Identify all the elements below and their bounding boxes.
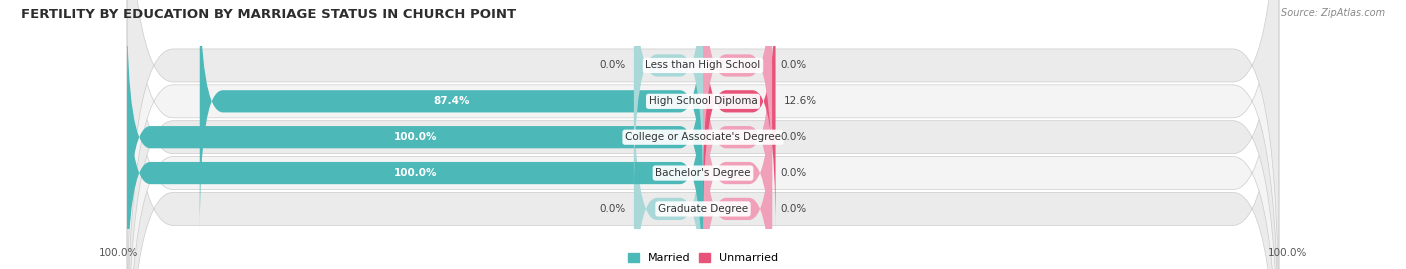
Text: 0.0%: 0.0% [780, 132, 807, 142]
FancyBboxPatch shape [703, 77, 772, 269]
FancyBboxPatch shape [703, 5, 772, 269]
Text: 87.4%: 87.4% [433, 96, 470, 106]
Text: 100.0%: 100.0% [98, 248, 138, 258]
Text: 100.0%: 100.0% [394, 132, 437, 142]
Text: 0.0%: 0.0% [599, 204, 626, 214]
Text: 0.0%: 0.0% [780, 61, 807, 70]
Text: Source: ZipAtlas.com: Source: ZipAtlas.com [1281, 8, 1385, 18]
Text: Graduate Degree: Graduate Degree [658, 204, 748, 214]
Text: Bachelor's Degree: Bachelor's Degree [655, 168, 751, 178]
FancyBboxPatch shape [703, 0, 772, 198]
FancyBboxPatch shape [127, 41, 703, 269]
FancyBboxPatch shape [200, 0, 703, 234]
Text: 0.0%: 0.0% [599, 61, 626, 70]
FancyBboxPatch shape [127, 5, 703, 269]
Legend: Married, Unmarried: Married, Unmarried [627, 253, 779, 263]
Text: Less than High School: Less than High School [645, 61, 761, 70]
FancyBboxPatch shape [703, 0, 776, 234]
FancyBboxPatch shape [127, 0, 1279, 269]
FancyBboxPatch shape [703, 41, 772, 269]
FancyBboxPatch shape [127, 0, 1279, 269]
FancyBboxPatch shape [127, 0, 1279, 269]
Text: 0.0%: 0.0% [780, 204, 807, 214]
FancyBboxPatch shape [634, 0, 703, 198]
FancyBboxPatch shape [127, 0, 1279, 269]
Text: FERTILITY BY EDUCATION BY MARRIAGE STATUS IN CHURCH POINT: FERTILITY BY EDUCATION BY MARRIAGE STATU… [21, 8, 516, 21]
FancyBboxPatch shape [127, 0, 1279, 269]
Text: 100.0%: 100.0% [394, 168, 437, 178]
Text: 100.0%: 100.0% [1268, 248, 1308, 258]
Text: 0.0%: 0.0% [780, 168, 807, 178]
Text: College or Associate's Degree: College or Associate's Degree [626, 132, 780, 142]
Text: High School Diploma: High School Diploma [648, 96, 758, 106]
FancyBboxPatch shape [634, 77, 703, 269]
Text: 12.6%: 12.6% [785, 96, 817, 106]
